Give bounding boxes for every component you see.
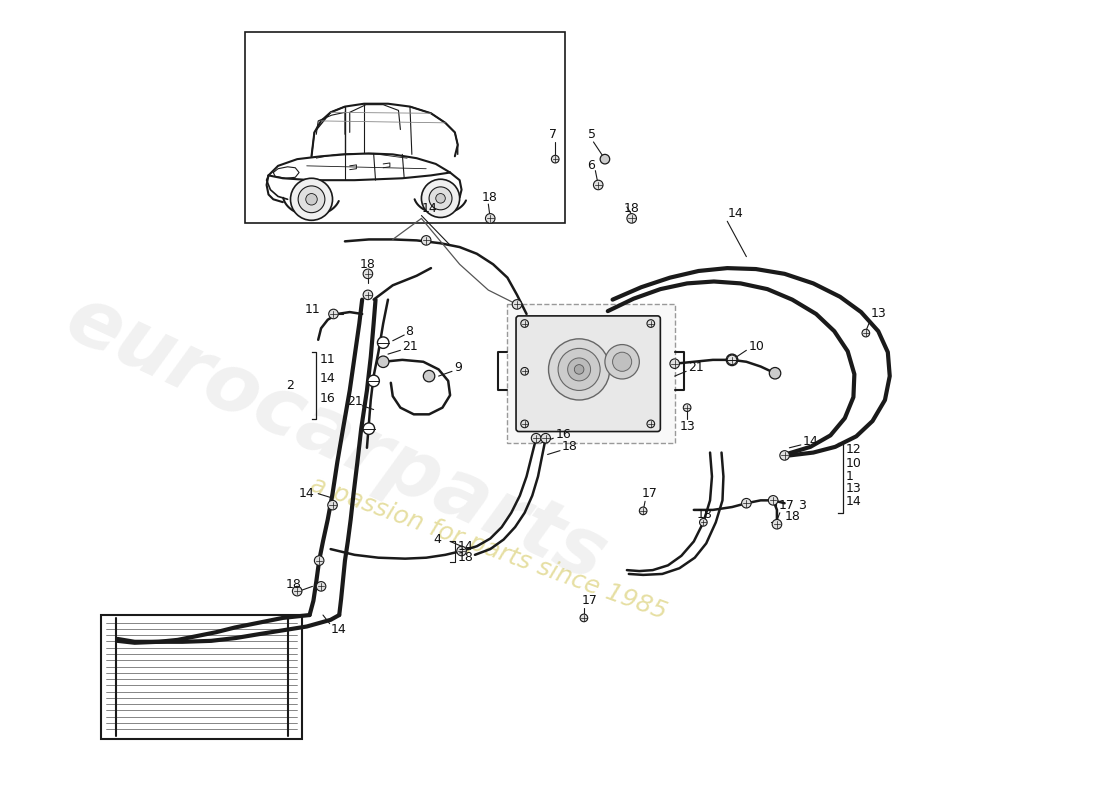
Circle shape <box>520 420 528 428</box>
Circle shape <box>293 586 303 596</box>
Circle shape <box>613 352 631 371</box>
Circle shape <box>670 359 680 369</box>
Circle shape <box>421 179 460 218</box>
Text: 14: 14 <box>458 540 473 553</box>
Text: 18: 18 <box>286 578 301 591</box>
Text: 14: 14 <box>320 373 336 386</box>
Text: 5: 5 <box>587 128 596 141</box>
Text: 18: 18 <box>360 258 375 270</box>
Text: 18: 18 <box>784 510 801 523</box>
Text: 14: 14 <box>727 207 742 220</box>
Text: 11: 11 <box>305 302 320 316</box>
Circle shape <box>421 236 431 245</box>
FancyBboxPatch shape <box>516 316 660 431</box>
Circle shape <box>520 367 528 375</box>
Text: 1: 1 <box>846 470 854 483</box>
Circle shape <box>558 348 601 390</box>
Circle shape <box>741 498 751 508</box>
Text: 17: 17 <box>582 594 598 607</box>
Circle shape <box>700 518 707 526</box>
Circle shape <box>772 519 782 529</box>
Circle shape <box>436 194 446 203</box>
Text: 11: 11 <box>320 354 336 366</box>
Text: 13: 13 <box>680 420 695 434</box>
Text: eurocarparts: eurocarparts <box>53 279 618 598</box>
Bar <box>101 615 303 739</box>
Text: 13: 13 <box>870 307 887 321</box>
Circle shape <box>647 320 654 327</box>
Circle shape <box>647 420 654 428</box>
Text: 6: 6 <box>586 159 595 172</box>
Circle shape <box>551 155 559 163</box>
Text: 3: 3 <box>798 498 806 512</box>
Circle shape <box>363 423 375 434</box>
Circle shape <box>424 370 434 382</box>
Circle shape <box>541 434 550 443</box>
Circle shape <box>580 614 587 622</box>
Bar <box>244 32 564 223</box>
Text: 18: 18 <box>482 191 497 204</box>
Circle shape <box>315 556 323 566</box>
Text: 16: 16 <box>320 391 336 405</box>
Text: 21: 21 <box>403 340 418 353</box>
Circle shape <box>520 320 528 327</box>
Circle shape <box>367 375 380 386</box>
Circle shape <box>363 269 373 278</box>
Circle shape <box>298 186 324 213</box>
Circle shape <box>317 582 326 591</box>
Circle shape <box>377 337 389 348</box>
Circle shape <box>601 154 609 164</box>
Text: 21: 21 <box>689 361 704 374</box>
Circle shape <box>306 194 317 205</box>
Text: 9: 9 <box>454 361 462 374</box>
Circle shape <box>363 290 373 300</box>
Circle shape <box>727 355 737 365</box>
Text: 8: 8 <box>405 325 414 338</box>
Text: 18: 18 <box>624 202 640 215</box>
Circle shape <box>639 507 647 514</box>
Text: 10: 10 <box>846 457 861 470</box>
Circle shape <box>769 495 778 505</box>
Text: 14: 14 <box>421 202 437 215</box>
Circle shape <box>549 339 609 400</box>
Text: 16: 16 <box>556 428 571 441</box>
Text: 12: 12 <box>846 443 861 456</box>
Text: 18: 18 <box>458 551 474 564</box>
Text: 17: 17 <box>641 487 657 500</box>
Text: 13: 13 <box>846 482 861 495</box>
Circle shape <box>513 300 521 310</box>
Text: 4: 4 <box>433 533 441 546</box>
Circle shape <box>568 358 591 381</box>
Circle shape <box>456 546 466 556</box>
Circle shape <box>627 214 637 223</box>
Text: 21: 21 <box>346 395 363 409</box>
Circle shape <box>290 178 332 220</box>
Bar <box>507 305 674 443</box>
Circle shape <box>574 365 584 374</box>
Circle shape <box>862 330 870 337</box>
Circle shape <box>329 310 339 318</box>
Text: 14: 14 <box>331 623 346 636</box>
Circle shape <box>377 356 389 367</box>
Circle shape <box>769 367 781 379</box>
Text: 17: 17 <box>779 498 794 512</box>
Text: 18: 18 <box>562 440 578 454</box>
Circle shape <box>683 404 691 411</box>
Circle shape <box>531 434 541 443</box>
Text: 14: 14 <box>803 434 818 447</box>
Text: 10: 10 <box>748 340 764 353</box>
Circle shape <box>594 180 603 190</box>
Circle shape <box>726 354 738 366</box>
Text: 18: 18 <box>696 508 713 521</box>
Text: 14: 14 <box>846 495 861 508</box>
Circle shape <box>429 187 452 210</box>
Text: a passion for parts since 1985: a passion for parts since 1985 <box>307 472 670 624</box>
Text: 2: 2 <box>286 379 295 392</box>
Circle shape <box>780 450 790 460</box>
Text: 7: 7 <box>550 128 558 141</box>
Text: 14: 14 <box>299 487 315 500</box>
Circle shape <box>328 500 338 510</box>
Circle shape <box>485 214 495 223</box>
Circle shape <box>605 345 639 379</box>
